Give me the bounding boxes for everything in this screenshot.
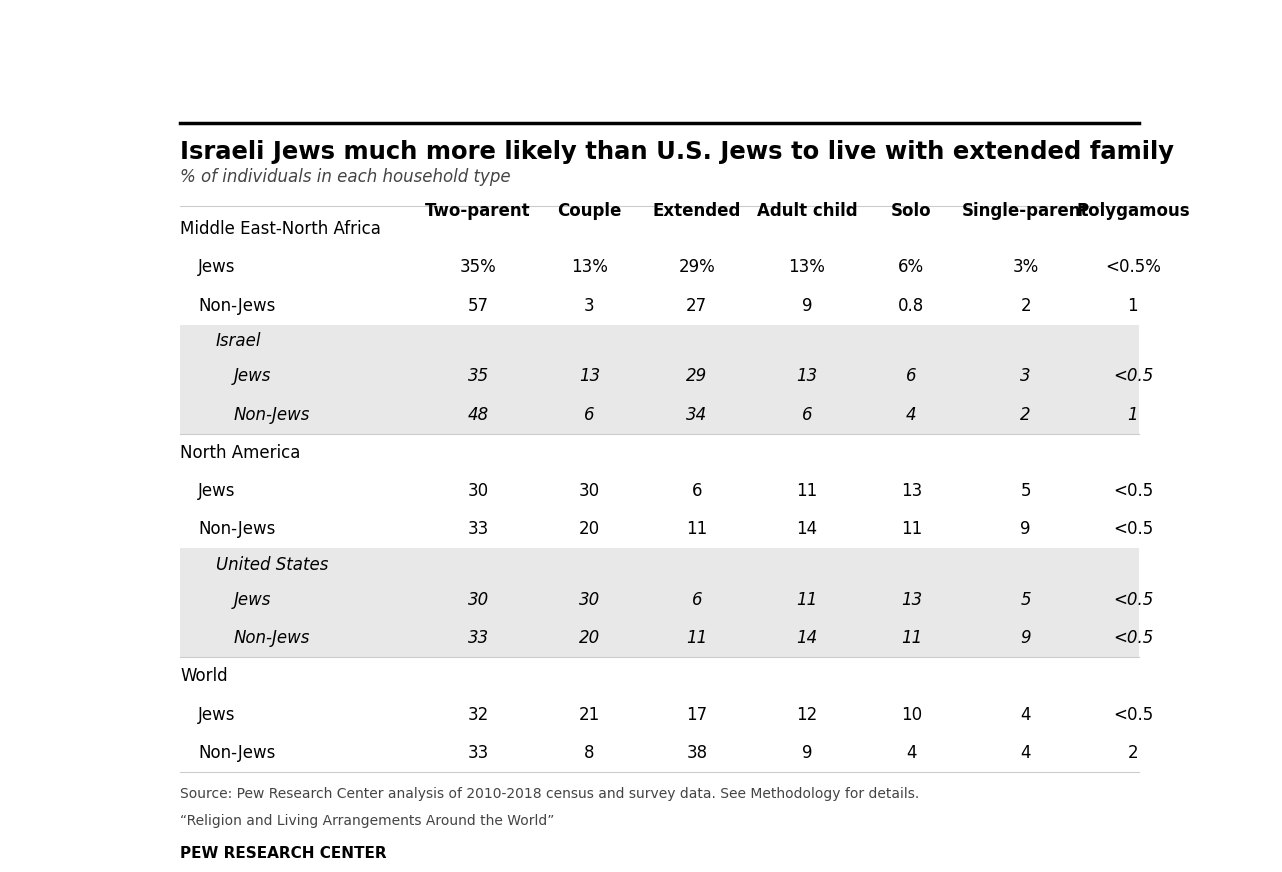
- Text: Source: Pew Research Center analysis of 2010-2018 census and survey data. See Me: Source: Pew Research Center analysis of …: [179, 787, 919, 800]
- Text: 6: 6: [691, 482, 703, 500]
- Text: 30: 30: [468, 591, 488, 609]
- Text: United States: United States: [215, 555, 328, 574]
- Text: 29%: 29%: [678, 258, 715, 276]
- Text: 9: 9: [801, 296, 813, 315]
- Text: Jews: Jews: [197, 482, 236, 500]
- Text: Non-Jews: Non-Jews: [233, 405, 310, 424]
- Text: <0.5: <0.5: [1113, 367, 1153, 385]
- Text: 12: 12: [796, 705, 818, 724]
- Text: 9: 9: [1020, 521, 1031, 538]
- Text: 3: 3: [1020, 367, 1031, 385]
- Text: 6: 6: [801, 405, 813, 424]
- Text: 8: 8: [585, 744, 595, 762]
- Text: Couple: Couple: [558, 202, 622, 220]
- Text: Extended: Extended: [653, 202, 741, 220]
- Text: 13: 13: [796, 367, 818, 385]
- Text: 35%: 35%: [460, 258, 496, 276]
- Text: 11: 11: [901, 629, 922, 647]
- Text: Jews: Jews: [197, 258, 236, 276]
- Text: 6: 6: [585, 405, 595, 424]
- Text: 9: 9: [801, 744, 813, 762]
- Text: 27: 27: [686, 296, 708, 315]
- Text: North America: North America: [179, 444, 300, 462]
- Text: <0.5: <0.5: [1113, 482, 1153, 500]
- Text: 33: 33: [468, 521, 488, 538]
- Text: 13%: 13%: [788, 258, 826, 276]
- Text: 34: 34: [686, 405, 708, 424]
- Text: 1: 1: [1128, 296, 1138, 315]
- Text: Jews: Jews: [197, 705, 236, 724]
- Text: Non-Jews: Non-Jews: [197, 521, 276, 538]
- Text: 13%: 13%: [570, 258, 608, 276]
- Text: Israel: Israel: [215, 332, 262, 350]
- Text: Non-Jews: Non-Jews: [197, 296, 276, 315]
- Text: <0.5%: <0.5%: [1105, 258, 1161, 276]
- Text: 29: 29: [686, 367, 708, 385]
- Text: 10: 10: [901, 705, 922, 724]
- Text: 11: 11: [686, 629, 708, 647]
- Text: 5: 5: [1020, 482, 1031, 500]
- Text: Single-parent: Single-parent: [962, 202, 1090, 220]
- Text: Adult child: Adult child: [756, 202, 858, 220]
- Text: <0.5: <0.5: [1113, 521, 1153, 538]
- Text: Two-parent: Two-parent: [426, 202, 531, 220]
- Text: 5: 5: [1020, 591, 1031, 609]
- Text: 11: 11: [796, 482, 818, 500]
- Text: 33: 33: [468, 629, 488, 647]
- Text: 2: 2: [1128, 744, 1138, 762]
- Text: 14: 14: [796, 629, 818, 647]
- Text: 38: 38: [686, 744, 708, 762]
- Text: 33: 33: [468, 744, 488, 762]
- Text: 32: 32: [468, 705, 488, 724]
- Text: 48: 48: [468, 405, 488, 424]
- Text: 2: 2: [1020, 296, 1031, 315]
- Text: World: World: [179, 667, 228, 685]
- Text: Israeli Jews much more likely than U.S. Jews to live with extended family: Israeli Jews much more likely than U.S. …: [179, 140, 1174, 164]
- Text: 2: 2: [1020, 405, 1031, 424]
- Text: 57: 57: [468, 296, 488, 315]
- Bar: [179, 548, 1138, 657]
- Text: 9: 9: [1020, 629, 1031, 647]
- Text: % of individuals in each household type: % of individuals in each household type: [179, 168, 510, 187]
- Text: 4: 4: [906, 405, 917, 424]
- Text: 6: 6: [691, 591, 703, 609]
- Text: 11: 11: [901, 521, 922, 538]
- Text: Jews: Jews: [233, 591, 272, 609]
- Text: 30: 30: [579, 482, 600, 500]
- Text: 4: 4: [1020, 705, 1031, 724]
- Text: 20: 20: [579, 629, 600, 647]
- Bar: [179, 325, 1138, 433]
- Text: 13: 13: [901, 482, 922, 500]
- Text: Non-Jews: Non-Jews: [197, 744, 276, 762]
- Text: 21: 21: [579, 705, 600, 724]
- Text: 11: 11: [796, 591, 818, 609]
- Text: 30: 30: [579, 591, 600, 609]
- Text: “Religion and Living Arrangements Around the World”: “Religion and Living Arrangements Around…: [179, 814, 555, 828]
- Text: 4: 4: [906, 744, 917, 762]
- Text: 20: 20: [579, 521, 600, 538]
- Text: 30: 30: [468, 482, 488, 500]
- Text: 6%: 6%: [899, 258, 924, 276]
- Text: 13: 13: [901, 591, 922, 609]
- Text: PEW RESEARCH CENTER: PEW RESEARCH CENTER: [179, 846, 387, 861]
- Text: Jews: Jews: [233, 367, 272, 385]
- Text: <0.5: <0.5: [1113, 705, 1153, 724]
- Text: Non-Jews: Non-Jews: [233, 629, 310, 647]
- Text: 1: 1: [1128, 405, 1138, 424]
- Text: 6: 6: [906, 367, 917, 385]
- Text: 35: 35: [468, 367, 488, 385]
- Text: 0.8: 0.8: [899, 296, 924, 315]
- Text: <0.5: <0.5: [1113, 591, 1153, 609]
- Text: 13: 13: [579, 367, 600, 385]
- Text: 3: 3: [585, 296, 595, 315]
- Text: 11: 11: [686, 521, 708, 538]
- Text: Solo: Solo: [891, 202, 932, 220]
- Text: 17: 17: [686, 705, 708, 724]
- Text: <0.5: <0.5: [1113, 629, 1153, 647]
- Text: Polygamous: Polygamous: [1076, 202, 1190, 220]
- Text: 14: 14: [796, 521, 818, 538]
- Text: 3%: 3%: [1013, 258, 1038, 276]
- Text: 4: 4: [1020, 744, 1031, 762]
- Text: Middle East-North Africa: Middle East-North Africa: [179, 221, 381, 238]
